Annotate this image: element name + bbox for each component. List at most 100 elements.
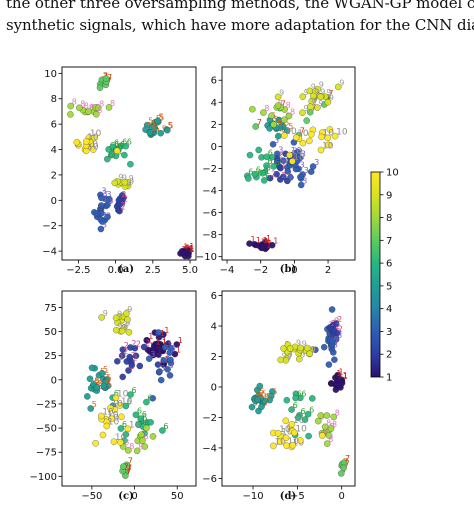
point-label: 5 bbox=[151, 124, 156, 133]
y-tick-label: −2 bbox=[202, 164, 217, 175]
point-label: 10 bbox=[336, 128, 348, 138]
point-label: 5 bbox=[106, 379, 111, 388]
point-label: 3 bbox=[302, 177, 307, 186]
scatter-panel-3: 1111111111111112222222222333333555555555… bbox=[30, 290, 197, 502]
point-label: 1 bbox=[251, 235, 256, 244]
point bbox=[125, 367, 132, 374]
point-label: 1 bbox=[339, 368, 344, 377]
point-label: 10 bbox=[87, 133, 99, 143]
point bbox=[277, 176, 284, 183]
point bbox=[93, 384, 101, 391]
point bbox=[260, 109, 267, 116]
point-label: 7 bbox=[345, 454, 350, 463]
point bbox=[292, 134, 300, 141]
point bbox=[251, 170, 259, 178]
point-label: 9 bbox=[122, 323, 127, 332]
point-label: 9 bbox=[320, 88, 325, 97]
colorbar-tick-label: 10 bbox=[386, 168, 399, 179]
point-label: 8 bbox=[72, 98, 77, 107]
point-label: 3 bbox=[329, 333, 334, 342]
point-label: 6 bbox=[275, 158, 280, 167]
point bbox=[115, 196, 123, 204]
point-label: 3 bbox=[165, 352, 170, 361]
y-tick-label: 6 bbox=[211, 291, 217, 302]
point bbox=[288, 406, 295, 413]
colorbar-tick-label: 1 bbox=[386, 373, 392, 384]
point bbox=[286, 345, 294, 352]
point bbox=[262, 245, 269, 253]
point-label: 10 bbox=[87, 140, 99, 150]
point-label: 6 bbox=[127, 138, 132, 147]
points-4: 1111111133333333333322222225555555555566… bbox=[248, 306, 350, 477]
point-label: 1 bbox=[162, 337, 167, 346]
point bbox=[85, 108, 92, 115]
point bbox=[255, 146, 262, 154]
point bbox=[113, 147, 121, 155]
point bbox=[166, 349, 174, 356]
y-tick-label: −6 bbox=[202, 474, 217, 485]
point-label: 1 bbox=[165, 355, 170, 364]
point bbox=[289, 158, 296, 165]
point bbox=[260, 177, 268, 184]
point-label: 7 bbox=[126, 467, 131, 476]
point-label: 5 bbox=[279, 128, 284, 137]
point bbox=[252, 123, 259, 130]
point-label: 9 bbox=[339, 78, 344, 87]
x-tick-label: 2 bbox=[325, 265, 331, 276]
point bbox=[107, 404, 114, 412]
point bbox=[143, 398, 150, 406]
point-label: 9 bbox=[304, 88, 309, 97]
point bbox=[297, 344, 304, 352]
point bbox=[254, 396, 262, 403]
point bbox=[110, 438, 118, 445]
x-tick-label: 0 bbox=[131, 491, 137, 502]
scatter-panel-2: 1111111111111111333333333333333333222225… bbox=[196, 66, 356, 276]
y-tick-label: 6 bbox=[211, 76, 217, 87]
point-label: 5 bbox=[272, 388, 277, 397]
point bbox=[73, 138, 81, 146]
point bbox=[123, 358, 131, 365]
point-label: 1 bbox=[176, 346, 181, 355]
point-label: 7 bbox=[127, 464, 132, 473]
point bbox=[106, 195, 113, 203]
point bbox=[325, 141, 332, 149]
point-label: 3 bbox=[171, 344, 176, 353]
point-label: 8 bbox=[124, 438, 129, 447]
x-tick-label: 0 bbox=[291, 265, 297, 276]
point bbox=[274, 430, 282, 437]
point-label: 8 bbox=[110, 99, 115, 108]
point-label: 9 bbox=[117, 322, 122, 331]
point bbox=[99, 431, 107, 439]
point-label: 9 bbox=[103, 309, 108, 318]
point-label: 10 bbox=[87, 142, 99, 152]
point-label: 8 bbox=[324, 427, 329, 436]
point-label: 5 bbox=[153, 119, 158, 128]
point-label: 2 bbox=[281, 171, 286, 180]
x-tick-label: −4 bbox=[220, 265, 235, 276]
point bbox=[103, 422, 111, 430]
point-label: 6 bbox=[144, 418, 149, 427]
point-label: 8 bbox=[84, 102, 89, 111]
point bbox=[145, 355, 153, 362]
point-label: 2 bbox=[132, 354, 137, 363]
x-tick-label: 50 bbox=[171, 491, 184, 502]
point bbox=[291, 429, 298, 437]
point-label: 9 bbox=[329, 94, 334, 103]
point bbox=[325, 432, 333, 439]
axes-frame bbox=[61, 290, 197, 487]
point-label: 5 bbox=[114, 397, 119, 406]
point bbox=[121, 151, 128, 159]
colorbar-gradient bbox=[370, 171, 381, 378]
point bbox=[83, 138, 90, 145]
point bbox=[105, 104, 113, 111]
point bbox=[326, 126, 334, 133]
point-label: 10 bbox=[293, 153, 305, 163]
point-label: 10 bbox=[322, 142, 334, 152]
point-label: 7 bbox=[257, 118, 262, 127]
point-label: 7 bbox=[107, 73, 112, 82]
point bbox=[120, 463, 127, 470]
point-label: 5 bbox=[266, 392, 271, 401]
point bbox=[282, 434, 290, 442]
y-tick-label: 2 bbox=[211, 120, 217, 131]
point-label: 9 bbox=[304, 104, 309, 113]
